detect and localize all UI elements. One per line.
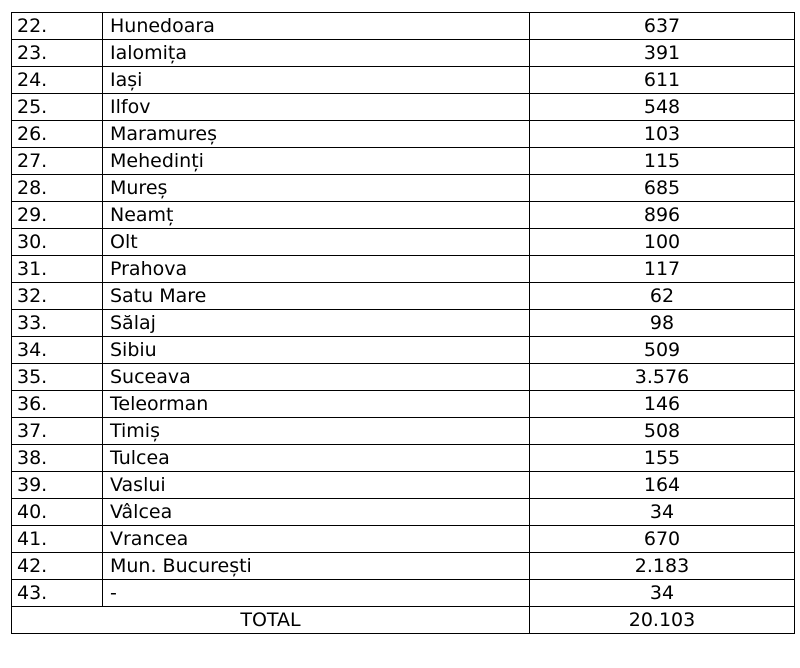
county-value: 509	[529, 336, 795, 364]
table-row: 37. Timiș 508	[11, 417, 795, 445]
county-value: 103	[529, 120, 795, 148]
county-name: Sibiu	[102, 336, 530, 364]
table-row: 23. Ialomița 391	[11, 39, 795, 67]
table-row: 32. Satu Mare 62	[11, 282, 795, 310]
table-row: 26. Maramureș 103	[11, 120, 795, 148]
row-number: 32.	[11, 282, 103, 310]
row-number: 40.	[11, 498, 103, 526]
table-row: 31. Prahova 117	[11, 255, 795, 283]
table-row: 43. -34	[11, 579, 795, 607]
county-value: 391	[529, 39, 795, 67]
row-number: 38.	[11, 444, 103, 472]
county-name: Ialomița	[102, 39, 530, 67]
total-value: 20.103	[529, 606, 795, 634]
county-value: 34	[529, 579, 795, 607]
county-value: 548	[529, 93, 795, 121]
table-row: 24. Iași 611	[11, 66, 795, 94]
table-row: 25. Ilfov 548	[11, 93, 795, 121]
row-number: 34.	[11, 336, 103, 364]
county-name: Neamț	[102, 201, 530, 229]
table-row: 30. Olt 100	[11, 228, 795, 256]
county-value: 155	[529, 444, 795, 472]
county-value: 98	[529, 309, 795, 337]
county-name: Hunedoara	[102, 12, 530, 40]
row-number: 22.	[11, 12, 103, 40]
table-body: 22. Hunedoara 637 23. Ialomița 391 24. Iași 611 2…	[11, 12, 795, 634]
row-number: 29.	[11, 201, 103, 229]
table-row: 36. Teleorman 146	[11, 390, 795, 418]
table-row: 40. Vâlcea 34	[11, 498, 795, 526]
county-name: Vrancea	[102, 525, 530, 553]
county-value: 637	[529, 12, 795, 40]
county-name: Vâlcea	[102, 498, 530, 526]
county-value: 508	[529, 417, 795, 445]
county-value: 685	[529, 174, 795, 202]
table-row: 29. Neamț 896	[11, 201, 795, 229]
county-name: Vaslui	[102, 471, 530, 499]
row-number: 27.	[11, 147, 103, 175]
county-value: 2.183	[529, 552, 795, 580]
row-number: 42.	[11, 552, 103, 580]
row-number: 43.	[11, 579, 103, 607]
county-value: 115	[529, 147, 795, 175]
county-name: -	[102, 579, 530, 607]
county-value: 3.576	[529, 363, 795, 391]
county-value: 117	[529, 255, 795, 283]
row-number: 26.	[11, 120, 103, 148]
row-number: 25.	[11, 93, 103, 121]
table-row: 41. Vrancea 670	[11, 525, 795, 553]
county-value: 34	[529, 498, 795, 526]
row-number: 37.	[11, 417, 103, 445]
table-row: 39. Vaslui 164	[11, 471, 795, 499]
row-number: 41.	[11, 525, 103, 553]
county-value: 896	[529, 201, 795, 229]
county-name: Suceava	[102, 363, 530, 391]
county-value: 611	[529, 66, 795, 94]
table-row: 27. Mehedinți 115	[11, 147, 795, 175]
county-name: Teleorman	[102, 390, 530, 418]
county-name: Mun. București	[102, 552, 530, 580]
table-row: 34. Sibiu 509	[11, 336, 795, 364]
county-value: 670	[529, 525, 795, 553]
county-name: Ilfov	[102, 93, 530, 121]
county-value: 62	[529, 282, 795, 310]
county-name: Iași	[102, 66, 530, 94]
county-name: Sălaj	[102, 309, 530, 337]
table-row: 22. Hunedoara 637	[11, 12, 795, 40]
county-name: Olt	[102, 228, 530, 256]
county-name: Mureș	[102, 174, 530, 202]
total-label: TOTAL	[11, 606, 530, 634]
row-number: 31.	[11, 255, 103, 283]
county-value: 164	[529, 471, 795, 499]
row-number: 39.	[11, 471, 103, 499]
table-row: 28. Mureș 685	[11, 174, 795, 202]
table-row: 38. Tulcea 155	[11, 444, 795, 472]
total-row: TOTAL 20.103	[11, 606, 795, 634]
county-name: Mehedinți	[102, 147, 530, 175]
table-row: 42. Mun. București 2.183	[11, 552, 795, 580]
county-name: Tulcea	[102, 444, 530, 472]
table-row: 35. Suceava 3.576	[11, 363, 795, 391]
county-value: 146	[529, 390, 795, 418]
row-number: 35.	[11, 363, 103, 391]
row-number: 23.	[11, 39, 103, 67]
county-name: Prahova	[102, 255, 530, 283]
row-number: 30.	[11, 228, 103, 256]
county-name: Satu Mare	[102, 282, 530, 310]
county-value: 100	[529, 228, 795, 256]
row-number: 36.	[11, 390, 103, 418]
county-name: Timiș	[102, 417, 530, 445]
row-number: 28.	[11, 174, 103, 202]
county-name: Maramureș	[102, 120, 530, 148]
row-number: 33.	[11, 309, 103, 337]
row-number: 24.	[11, 66, 103, 94]
table-row: 33. Sălaj 98	[11, 309, 795, 337]
county-table: 22. Hunedoara 637 23. Ialomița 391 24. Iași 611 2…	[11, 12, 795, 634]
